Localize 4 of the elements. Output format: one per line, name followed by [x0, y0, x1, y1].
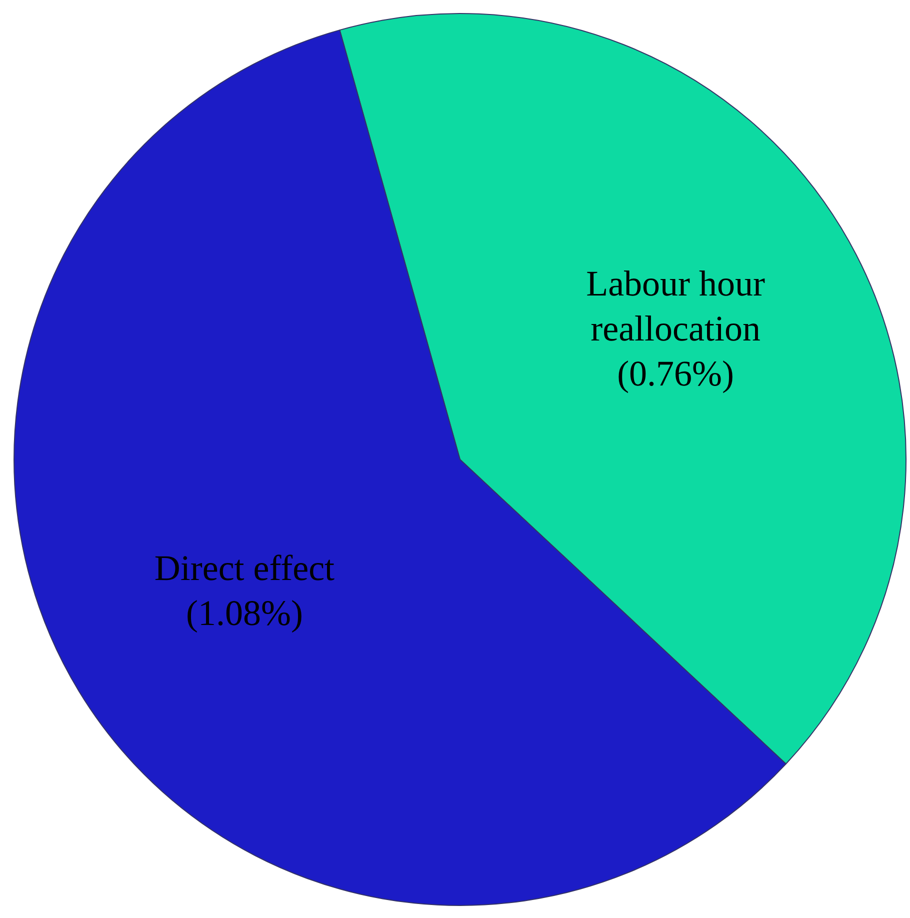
slice-label: Labour hour reallocation	[586, 264, 766, 349]
data-label: (0.76%)	[617, 354, 734, 394]
slice-label: Direct effect	[154, 548, 335, 588]
data-label: (1.08%)	[186, 592, 303, 633]
